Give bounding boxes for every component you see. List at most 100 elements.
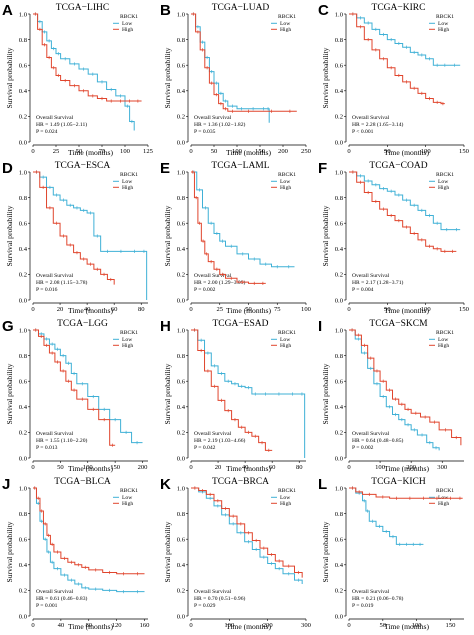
x-axis-label: Time (months) <box>68 464 114 473</box>
y-tick-label: 0.4 <box>19 562 28 569</box>
x-axis-label: Time (months) <box>226 306 272 315</box>
y-tick-label: 0.8 <box>335 37 344 44</box>
legend-title: RBCK1 <box>278 330 296 336</box>
p-value-text: P = 0.042 <box>194 445 216 451</box>
x-tick-label: 40 <box>84 306 91 313</box>
hazard-ratio-text: HR = 1.36 (1.02−1.82) <box>194 121 246 128</box>
legend-title: RBCK1 <box>120 488 138 494</box>
legend-title: RBCK1 <box>436 488 454 494</box>
y-tick-label: 0.4 <box>19 246 28 253</box>
overall-survival-label: Overall Survival <box>194 589 232 595</box>
y-tick-label: 0.2 <box>335 588 343 595</box>
y-axis-label: Survival probability <box>5 205 14 266</box>
y-tick-label: 0.6 <box>177 379 186 386</box>
y-axis-label: Survival probability <box>5 47 14 108</box>
series-line-low <box>349 487 424 545</box>
panel-k: K TCGA−BRCA 0.0 0.2 0.4 0.6 0.8 1.0 0 100 200 300 Ti… <box>160 476 312 631</box>
series-line-low <box>349 329 440 451</box>
y-tick-label: 0.4 <box>335 562 344 569</box>
legend-title: RBCK1 <box>278 172 296 178</box>
y-tick-label: 0.2 <box>335 114 343 121</box>
x-tick-label: 50 <box>211 148 218 155</box>
x-tick-label: 100 <box>421 306 432 313</box>
panel-g: G TCGA−LGG 0.0 0.2 0.4 0.6 0.8 1.0 0 50 100 150 200 T… <box>2 318 148 473</box>
x-tick-label: 75 <box>274 306 281 313</box>
x-tick-label: 125 <box>143 148 154 155</box>
y-tick-label: 0.8 <box>19 511 28 518</box>
panel-letter: J <box>2 476 10 493</box>
panel-letter: K <box>160 476 171 493</box>
x-tick-label: 150 <box>255 148 266 155</box>
x-tick-label: 50 <box>76 148 83 155</box>
x-tick-label: 0 <box>347 148 351 155</box>
legend-label-low: Low <box>280 495 291 501</box>
x-tick-label: 0 <box>31 148 35 155</box>
p-value-text: P = 0.029 <box>194 603 216 609</box>
series-line-low <box>33 487 145 593</box>
x-tick-label: 50 <box>245 306 252 313</box>
panel-letter: A <box>2 2 13 19</box>
x-tick-label: 100 <box>120 148 131 155</box>
x-tick-label: 100 <box>232 148 243 155</box>
y-tick-label: 1.0 <box>335 327 344 334</box>
x-tick-label: 200 <box>263 622 274 629</box>
overall-survival-label: Overall Survival <box>36 431 74 437</box>
panel-title: TCGA−LGG <box>57 319 108 329</box>
x-tick-label: 25 <box>53 148 60 155</box>
overall-survival-label: Overall Survival <box>194 115 232 121</box>
y-tick-label: 0.0 <box>335 297 344 304</box>
y-tick-label: 0.6 <box>177 537 186 544</box>
y-tick-label: 0.4 <box>177 404 186 411</box>
x-tick-label: 0 <box>347 306 351 313</box>
p-value-text: P = 0.001 <box>36 603 58 609</box>
x-axis-label: Time (months) <box>68 148 114 157</box>
x-tick-label: 0 <box>31 306 35 313</box>
panel-title: TCGA−COAD <box>369 161 427 171</box>
series-line-high <box>33 487 145 575</box>
x-axis-label: Time (months) <box>226 464 272 473</box>
y-tick-label: 0.0 <box>177 297 186 304</box>
panel-d: D TCGA−ESCA 0.0 0.2 0.4 0.6 0.8 1.0 0 20 40 60 80 Tim… <box>2 160 148 315</box>
x-tick-label: 60 <box>111 306 118 313</box>
y-tick-label: 0.0 <box>19 297 28 304</box>
y-tick-label: 0.0 <box>177 139 186 146</box>
y-tick-label: 0.2 <box>335 272 343 279</box>
x-tick-label: 150 <box>446 622 457 629</box>
series-line-high <box>191 329 273 451</box>
y-tick-label: 0.0 <box>335 613 344 620</box>
series-line-low <box>349 171 461 231</box>
x-tick-label: 100 <box>301 306 312 313</box>
y-tick-label: 0.4 <box>335 246 344 253</box>
legend-label-high: High <box>438 343 449 349</box>
x-tick-label: 200 <box>406 464 417 471</box>
hazard-ratio-text: HR = 2.19 (1.03−4.66) <box>194 437 246 444</box>
x-tick-label: 0 <box>189 464 193 471</box>
x-tick-label: 100 <box>375 464 386 471</box>
x-tick-label: 80 <box>138 306 145 313</box>
hazard-ratio-text: HR = 2.28 (1.65−3.14) <box>352 121 404 128</box>
y-tick-label: 0.2 <box>19 430 27 437</box>
y-tick-label: 1.0 <box>19 485 28 492</box>
x-tick-label: 160 <box>140 622 151 629</box>
y-tick-label: 1.0 <box>177 11 186 18</box>
x-tick-label: 50 <box>384 306 391 313</box>
x-tick-label: 200 <box>138 464 149 471</box>
x-tick-label: 0 <box>31 464 35 471</box>
legend-label-low: Low <box>280 21 291 27</box>
x-tick-label: 150 <box>110 464 121 471</box>
y-tick-label: 0.6 <box>335 537 344 544</box>
y-tick-label: 0.6 <box>19 63 28 70</box>
x-tick-label: 0 <box>347 622 351 629</box>
y-tick-label: 0.8 <box>335 511 344 518</box>
panel-letter: C <box>318 2 329 19</box>
series-line-low <box>191 171 295 268</box>
y-tick-label: 0.4 <box>177 246 186 253</box>
hazard-ratio-text: HR = 2.00 (1.29−3.09) <box>194 279 246 286</box>
y-tick-label: 1.0 <box>335 169 344 176</box>
legend-label-low: Low <box>122 337 133 343</box>
y-tick-label: 0.2 <box>177 588 185 595</box>
panel-title: TCGA−ESAD <box>212 319 268 329</box>
y-tick-label: 0.0 <box>177 455 186 462</box>
panel-title: TCGA−LUAD <box>212 3 270 13</box>
legend-label-high: High <box>122 185 133 191</box>
